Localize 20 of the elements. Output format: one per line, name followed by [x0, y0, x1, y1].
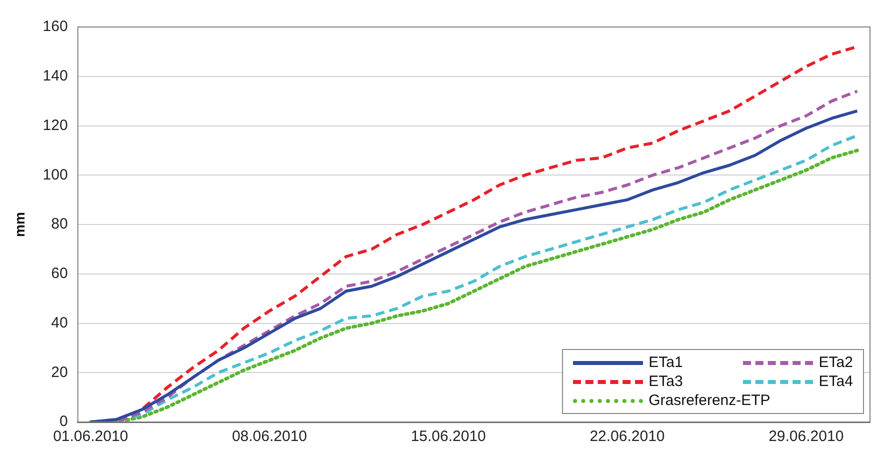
y-tick-label: 120 — [42, 116, 68, 134]
x-tick-label: 08.06.2010 — [232, 428, 308, 446]
y-tick-label: 140 — [42, 68, 68, 85]
x-tick-label: 22.06.2010 — [590, 428, 665, 446]
y-tick-label: 0 — [59, 413, 68, 430]
y-tick-label: 20 — [51, 364, 68, 381]
legend-label: ETa3 — [648, 373, 683, 390]
x-tick-label: 29.06.2010 — [768, 428, 844, 446]
y-tick-label: 40 — [51, 314, 68, 332]
y-tick-label: 80 — [51, 216, 68, 233]
x-tick-label: 01.06.2010 — [53, 428, 128, 446]
y-axis-title: mm — [11, 212, 28, 237]
y-tick-label: 160 — [42, 18, 68, 36]
y-tick-label: 60 — [51, 265, 68, 282]
x-tick-label: 15.06.2010 — [410, 428, 486, 446]
legend-label: ETa4 — [818, 373, 853, 390]
legend-label: ETa1 — [648, 354, 683, 371]
y-tick-label: 100 — [42, 166, 68, 184]
legend-label: ETa2 — [818, 354, 853, 371]
legend-label: Grasreferenz-ETP — [648, 392, 770, 409]
